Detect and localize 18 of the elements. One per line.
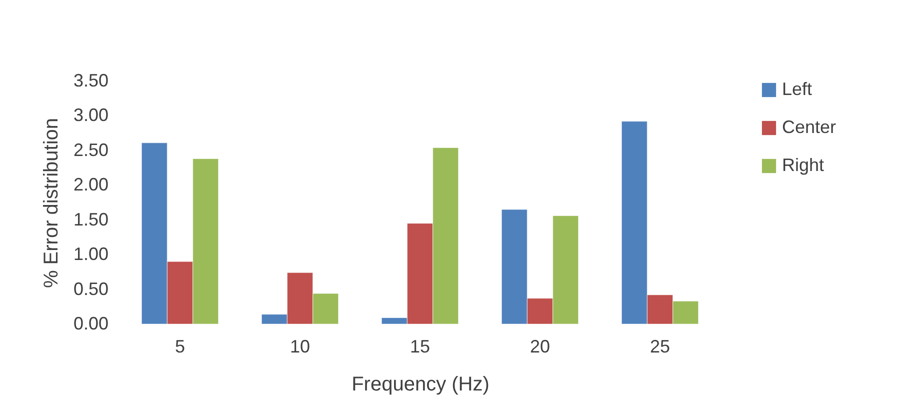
y-tick-label: 2.50	[73, 140, 108, 160]
legend-label: Left	[782, 79, 812, 99]
y-tick-label: 0.00	[73, 314, 108, 334]
y-tick-label: 1.00	[73, 244, 108, 264]
x-tick-label: 10	[290, 336, 310, 356]
y-tick-label: 1.50	[73, 209, 108, 230]
x-axis-title: Frequency (Hz)	[352, 374, 490, 396]
x-tick-label: 15	[410, 336, 430, 356]
y-tick-label: 3.00	[73, 105, 108, 126]
x-tick-label: 5	[174, 336, 186, 356]
legend-label: Right	[782, 155, 824, 175]
y-axis-title: % Error distribution	[40, 118, 62, 288]
x-tick-label: 20	[530, 336, 550, 356]
legend-label: Center	[782, 117, 836, 137]
x-tick-label: 25	[650, 336, 670, 356]
y-tick-label: 2.00	[73, 174, 108, 195]
y-tick-label: 3.50	[73, 70, 108, 90]
y-tick-label: 0.50	[73, 278, 108, 299]
